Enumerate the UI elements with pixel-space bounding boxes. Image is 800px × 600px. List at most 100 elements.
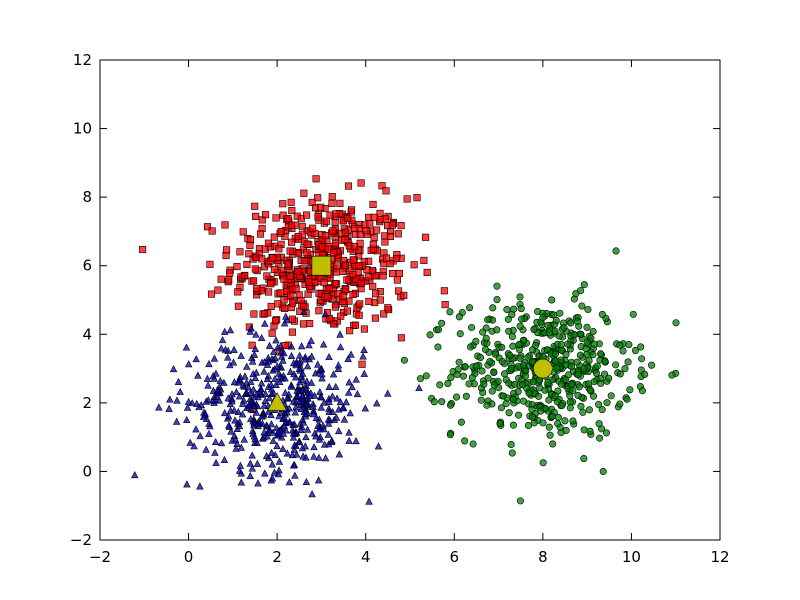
triangle-point [192,355,200,363]
square-point [206,260,214,268]
square-point [274,300,282,308]
y-tick-label: 0 [82,462,92,480]
circle-point [577,402,585,410]
circle-point [457,418,465,426]
triangle-point [225,421,233,429]
circle-point [446,308,454,316]
square-point [333,262,341,270]
square-point [393,276,401,284]
triangle-point [231,416,239,424]
triangle-point [257,333,266,342]
triangle-point [275,377,284,386]
triangle-point [248,357,257,365]
triangle-point [246,459,255,467]
triangle-point [228,436,237,444]
triangle-point [267,448,276,456]
triangle-point [336,398,345,406]
circle-point [553,364,561,372]
triangle-point [249,370,257,378]
triangle-point [317,392,325,400]
triangle-point [309,410,317,418]
circle-point [582,345,590,353]
square-point [386,232,394,241]
triangle-point [318,370,326,378]
circle-point [556,309,564,317]
x-tick-label: 6 [450,548,460,566]
square-point [400,291,408,299]
circle-point [668,371,676,379]
circle-point [518,315,526,323]
triangle-point [274,427,283,435]
square-point [341,261,349,270]
triangle-point [226,400,234,408]
circle-point [575,383,583,391]
circle-point [545,329,554,337]
triangle-point [275,457,284,465]
circle-point [564,340,572,348]
triangle-point [299,418,308,426]
triangle-point [271,374,279,383]
square-point [382,187,390,195]
circle-point [641,370,649,378]
square-point [329,227,337,235]
circle-point [589,351,597,359]
triangle-point [182,415,191,424]
square-point [256,230,265,238]
square-point [325,315,333,323]
square-point [351,224,359,232]
triangle-point [281,312,290,320]
triangle-point [336,343,345,351]
circle-point [508,311,516,319]
circle-point [534,307,542,316]
x-tick-label: 10 [622,548,641,566]
square-point [262,211,270,219]
circle-point [600,370,609,378]
triangle-point [224,412,233,420]
triangle-point [224,353,232,361]
triangle-point [183,480,191,488]
square-point [420,256,428,264]
triangle-point [252,408,261,416]
square-point [403,195,411,203]
triangle-point [257,379,266,387]
square-point [394,230,402,238]
triangle-point [246,471,255,479]
circle-point [569,386,577,394]
triangle-point [205,360,213,368]
square-point [341,236,349,244]
triangle-point [383,389,392,397]
circle-point [567,362,576,371]
triangle-point [264,357,273,365]
triangle-centroid-marker [267,391,288,411]
square-point [395,269,403,277]
square-point [440,287,448,295]
triangle-point [291,471,299,479]
square-point [322,231,330,240]
triangle-point [285,478,294,486]
square-point [395,287,403,295]
square-point [270,233,278,241]
triangle-point [194,371,202,379]
triangle-point [360,369,369,377]
triangle-point [229,358,238,366]
triangle-point [316,388,324,396]
triangle-point [300,307,308,316]
square-point [239,228,247,236]
triangle-point [249,385,258,393]
triangle-point [172,417,181,425]
triangle-point [280,421,289,429]
circle-point [648,361,656,369]
square-point [269,254,277,262]
square-point [272,317,280,325]
square-point [217,275,225,283]
triangle-point [281,388,290,396]
triangle-point [336,330,344,338]
circle-point [612,361,620,369]
triangle-point [325,416,334,424]
square-point [397,222,405,230]
square-point [284,260,292,268]
circle-point [508,332,516,341]
circle-point [672,319,680,327]
square-point [297,296,305,305]
triangle-point [287,351,296,359]
